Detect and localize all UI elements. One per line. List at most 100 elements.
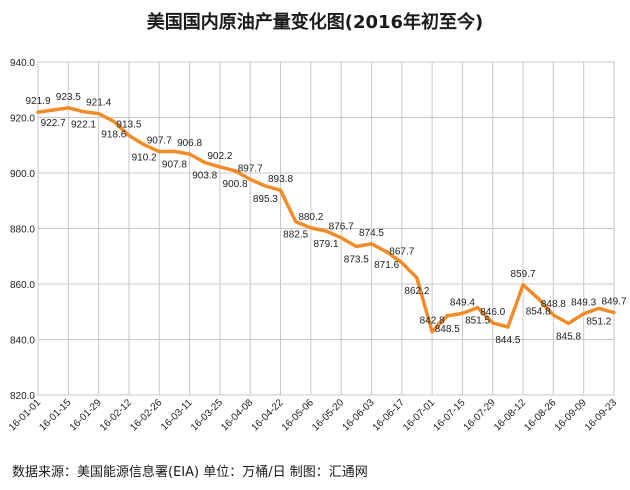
y-tick-label: 840.0 bbox=[10, 336, 35, 347]
data-label: 873.5 bbox=[344, 255, 369, 266]
data-point bbox=[188, 152, 192, 156]
x-tick-label: 16-05-20 bbox=[310, 397, 346, 433]
data-point bbox=[385, 250, 389, 254]
data-label: 849.7 bbox=[601, 297, 626, 308]
x-tick-label: 16-01-15 bbox=[37, 397, 73, 433]
data-label: 903.8 bbox=[192, 170, 217, 181]
data-point bbox=[491, 321, 495, 325]
data-point bbox=[430, 330, 434, 334]
data-point bbox=[203, 160, 207, 164]
chart-title: 美国国内原油产量变化图(2016年初至今) bbox=[146, 12, 484, 33]
y-tick-label: 920.0 bbox=[10, 114, 35, 125]
data-point bbox=[415, 276, 419, 280]
data-label: 851.5 bbox=[465, 316, 490, 327]
x-tick-label: 16-01-01 bbox=[7, 397, 43, 433]
data-label: 882.5 bbox=[283, 230, 308, 241]
x-tick-label: 16-08-12 bbox=[492, 397, 528, 433]
data-point bbox=[127, 134, 131, 138]
data-point bbox=[521, 283, 525, 287]
data-point bbox=[248, 177, 252, 181]
data-label: 900.8 bbox=[223, 179, 248, 190]
data-point bbox=[582, 312, 586, 316]
x-tick-label: 16-08-26 bbox=[522, 397, 558, 433]
data-label: 859.7 bbox=[511, 269, 536, 280]
y-tick-label: 900.0 bbox=[10, 169, 35, 180]
x-tick-label: 16-09-09 bbox=[553, 397, 589, 433]
data-label: 921.4 bbox=[86, 98, 111, 109]
data-point bbox=[612, 311, 616, 315]
data-point bbox=[279, 188, 283, 192]
data-point bbox=[460, 311, 464, 315]
data-label: 867.7 bbox=[389, 247, 414, 258]
data-point bbox=[263, 184, 267, 188]
data-label: 893.8 bbox=[268, 174, 293, 185]
data-point bbox=[339, 236, 343, 240]
data-point bbox=[506, 325, 510, 329]
y-tick-label: 820.0 bbox=[10, 391, 35, 402]
data-point bbox=[51, 108, 55, 112]
data-point bbox=[597, 306, 601, 310]
data-point bbox=[309, 226, 313, 230]
x-tick-label: 16-04-08 bbox=[219, 397, 255, 433]
data-label: 921.9 bbox=[25, 96, 50, 107]
data-point bbox=[476, 306, 480, 310]
data-label: 871.6 bbox=[374, 260, 399, 271]
data-point bbox=[354, 245, 358, 249]
data-point bbox=[324, 229, 328, 233]
data-point bbox=[294, 220, 298, 224]
data-label: 846.0 bbox=[480, 307, 505, 318]
x-tick-label: 16-05-06 bbox=[280, 397, 316, 433]
x-tick-label: 16-02-26 bbox=[128, 397, 164, 433]
x-tick-label: 16-09-23 bbox=[583, 397, 619, 433]
data-label: 862.2 bbox=[404, 286, 429, 297]
data-point bbox=[172, 149, 176, 153]
x-tick-label: 16-06-17 bbox=[371, 397, 407, 433]
series-line bbox=[36, 106, 616, 334]
data-label: 851.2 bbox=[586, 316, 611, 327]
data-label: 910.2 bbox=[132, 153, 157, 164]
data-label: 849.3 bbox=[571, 298, 596, 309]
data-point bbox=[142, 143, 146, 147]
data-label: 902.2 bbox=[207, 151, 232, 162]
y-tick-label: 940.0 bbox=[10, 58, 35, 69]
data-point bbox=[36, 110, 40, 114]
data-label: 854.8 bbox=[526, 306, 551, 317]
data-label: 844.5 bbox=[495, 335, 520, 346]
data-point bbox=[97, 112, 101, 116]
data-point bbox=[536, 296, 540, 300]
data-point bbox=[157, 150, 161, 154]
data-point bbox=[112, 119, 116, 123]
data-label: 922.7 bbox=[41, 118, 66, 129]
data-label: 879.1 bbox=[313, 239, 338, 250]
data-point bbox=[445, 314, 449, 318]
data-label: 907.7 bbox=[147, 136, 172, 147]
x-tick-label: 16-02-12 bbox=[98, 397, 134, 433]
x-tick-label: 16-01-29 bbox=[68, 397, 104, 433]
x-tick-label: 16-07-29 bbox=[462, 397, 498, 433]
data-label: 848.8 bbox=[541, 299, 566, 310]
y-tick-label: 860.0 bbox=[10, 280, 35, 291]
data-label: 845.8 bbox=[556, 331, 581, 342]
data-label: 842.8 bbox=[420, 316, 445, 327]
data-point bbox=[369, 242, 373, 246]
x-tick-label: 16-04-22 bbox=[250, 397, 286, 433]
data-point bbox=[551, 313, 555, 317]
data-label: 913.5 bbox=[116, 120, 141, 131]
source-note: 数据来源：美国能源信息署(EIA) 单位：万桶/日 制图：汇通网 bbox=[12, 465, 368, 480]
x-tick-label: 16-07-01 bbox=[401, 397, 437, 433]
data-point bbox=[81, 110, 85, 114]
data-label: 906.8 bbox=[177, 138, 202, 149]
data-point bbox=[567, 321, 571, 325]
data-label: 922.1 bbox=[71, 120, 96, 131]
data-label: 880.2 bbox=[298, 212, 323, 223]
data-label: 918.6 bbox=[101, 129, 126, 140]
data-label: 895.3 bbox=[253, 194, 278, 205]
x-tick-label: 16-06-03 bbox=[341, 397, 377, 433]
y-tick-label: 880.0 bbox=[10, 225, 35, 236]
data-label: 897.7 bbox=[238, 163, 263, 174]
x-tick-label: 16-03-25 bbox=[189, 397, 225, 433]
data-point bbox=[400, 261, 404, 265]
data-point bbox=[66, 106, 70, 110]
data-point bbox=[218, 165, 222, 169]
